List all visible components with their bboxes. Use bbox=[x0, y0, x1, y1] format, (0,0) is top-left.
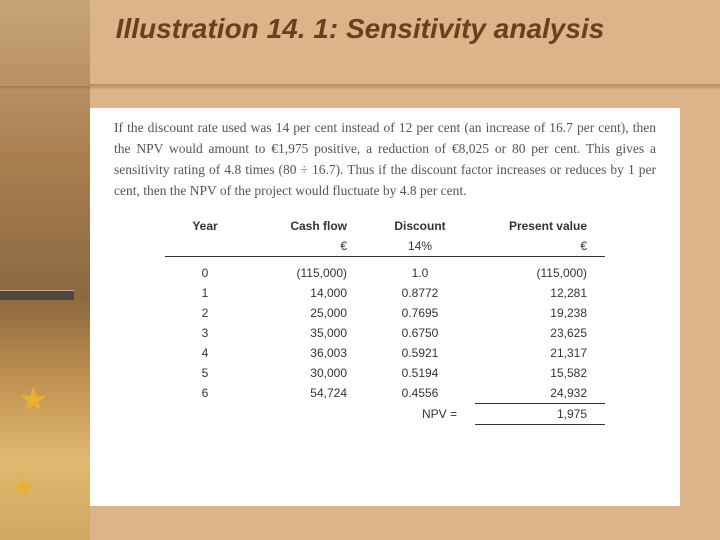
cell-year: 3 bbox=[165, 323, 245, 343]
cell-pv: (115,000) bbox=[475, 263, 605, 283]
cell-year: 6 bbox=[165, 383, 245, 404]
cell-cashflow: 25,000 bbox=[245, 303, 365, 323]
table-row: 654,7240.455624,932 bbox=[165, 383, 605, 404]
table-row: 530,0000.519415,582 bbox=[165, 363, 605, 383]
col-header-year: Year bbox=[165, 216, 245, 236]
content-card: If the discount rate used was 14 per cen… bbox=[90, 108, 680, 506]
npv-row: NPV = 1,975 bbox=[165, 403, 605, 424]
cashflow-table: Year Cash flow Discount Present value € … bbox=[165, 216, 605, 425]
cell-year: 4 bbox=[165, 343, 245, 363]
star-icon: ★ bbox=[10, 470, 35, 504]
title-bar: Illustration 14. 1: Sensitivity analysis bbox=[0, 0, 720, 86]
table-subheader-row: € 14% € bbox=[165, 236, 605, 257]
col-header-discount: Discount bbox=[365, 216, 475, 236]
cell-pv: 15,582 bbox=[475, 363, 605, 383]
npv-value: 1,975 bbox=[475, 403, 605, 424]
cell-discount: 0.5194 bbox=[365, 363, 475, 383]
cell-cashflow: 14,000 bbox=[245, 283, 365, 303]
table-row: 225,0000.769519,238 bbox=[165, 303, 605, 323]
cell-pv: 23,625 bbox=[475, 323, 605, 343]
cell-pv: 19,238 bbox=[475, 303, 605, 323]
cell-discount: 0.5921 bbox=[365, 343, 475, 363]
cell-pv: 24,932 bbox=[475, 383, 605, 404]
cell-cashflow: 30,000 bbox=[245, 363, 365, 383]
cell-discount: 0.4556 bbox=[365, 383, 475, 404]
star-icon: ★ bbox=[18, 380, 48, 420]
cell-cashflow: 54,724 bbox=[245, 383, 365, 404]
col-header-pv: Present value bbox=[475, 216, 605, 236]
cell-year: 5 bbox=[165, 363, 245, 383]
cell-year: 1 bbox=[165, 283, 245, 303]
subheader-cashflow: € bbox=[245, 236, 365, 257]
cell-discount: 0.7695 bbox=[365, 303, 475, 323]
cell-cashflow: 36,003 bbox=[245, 343, 365, 363]
cell-pv: 21,317 bbox=[475, 343, 605, 363]
cell-year: 0 bbox=[165, 263, 245, 283]
col-header-cashflow: Cash flow bbox=[245, 216, 365, 236]
table-header-row: Year Cash flow Discount Present value bbox=[165, 216, 605, 236]
cell-cashflow: 35,000 bbox=[245, 323, 365, 343]
cell-discount: 0.8772 bbox=[365, 283, 475, 303]
subheader-pv: € bbox=[475, 236, 605, 257]
cell-year: 2 bbox=[165, 303, 245, 323]
table-row: 114,0000.877212,281 bbox=[165, 283, 605, 303]
table-row: 335,0000.675023,625 bbox=[165, 323, 605, 343]
cell-cashflow: (115,000) bbox=[245, 263, 365, 283]
table-row: 0(115,000)1.0(115,000) bbox=[165, 263, 605, 283]
cell-discount: 0.6750 bbox=[365, 323, 475, 343]
npv-label: NPV = bbox=[365, 403, 475, 424]
paragraph: If the discount rate used was 14 per cen… bbox=[114, 118, 656, 202]
edge-accent bbox=[0, 290, 74, 300]
subheader-discount: 14% bbox=[365, 236, 475, 257]
cell-discount: 1.0 bbox=[365, 263, 475, 283]
table-row: 436,0030.592121,317 bbox=[165, 343, 605, 363]
page-title: Illustration 14. 1: Sensitivity analysis bbox=[0, 12, 720, 46]
cell-pv: 12,281 bbox=[475, 283, 605, 303]
